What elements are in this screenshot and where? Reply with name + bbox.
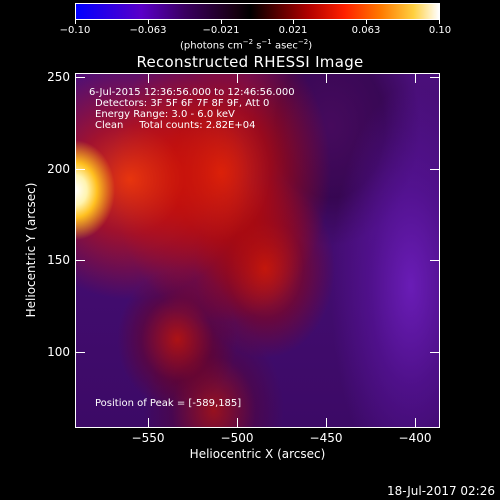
colorbar-tick — [293, 20, 294, 24]
colorbar-tick-label: −0.063 — [129, 25, 167, 36]
colorbar-tick — [439, 20, 440, 24]
colorbar-tick — [366, 20, 367, 24]
generation-timestamp: 18-Jul-2017 02:26 — [386, 484, 495, 498]
colorbar-tick — [221, 20, 222, 24]
y-tick — [75, 352, 85, 353]
colorbar-gradient — [75, 3, 440, 20]
x-tick-label: −500 — [220, 431, 254, 445]
x-tick — [237, 73, 238, 83]
plot-frame — [75, 73, 440, 428]
x-tick-label: −400 — [398, 431, 432, 445]
peak-position: Position of Peak = [-589,185] — [95, 398, 242, 409]
y-tick — [75, 169, 85, 170]
x-axis-title: Heliocentric X (arcsec) — [189, 447, 326, 461]
y-tick-label: 100 — [47, 345, 70, 359]
y-tick — [430, 169, 440, 170]
colorbar-units: (photons cm−2 s−1 asec−2) — [180, 38, 313, 52]
plot-title: Reconstructed RHESSI Image — [136, 53, 364, 71]
x-tick — [415, 73, 416, 83]
y-tick — [430, 77, 440, 78]
rhessi-image: 6-Jul-2015 12:36:56.000 to 12:46:56.000 … — [75, 73, 440, 428]
colorbar-tick-label: 0.10 — [428, 25, 452, 36]
x-tick — [148, 418, 149, 428]
colorbar-tick — [75, 20, 76, 24]
x-tick — [326, 73, 327, 83]
y-axis-title: Heliocentric Y (arcsec) — [24, 182, 38, 318]
colorbar-tick-label: −0.021 — [202, 25, 240, 36]
colorbar — [75, 3, 440, 24]
y-tick — [430, 352, 440, 353]
info-energy-range: Energy Range: 3.0 - 6.0 keV — [95, 109, 235, 120]
y-tick-label: 150 — [47, 253, 70, 267]
y-tick — [75, 77, 85, 78]
colorbar-tick-label: 0.063 — [351, 25, 381, 36]
y-tick — [430, 260, 440, 261]
info-time-range: 6-Jul-2015 12:36:56.000 to 12:46:56.000 — [89, 87, 295, 98]
info-clean-counts: Clean Total counts: 2.82E+04 — [95, 120, 256, 131]
x-tick — [237, 418, 238, 428]
x-tick — [326, 418, 327, 428]
colorbar-tick-label: −0.10 — [59, 25, 91, 36]
x-tick-label: −450 — [309, 431, 343, 445]
x-tick — [415, 418, 416, 428]
colorbar-tick-label: 0.021 — [278, 25, 308, 36]
x-tick-label: −550 — [131, 431, 165, 445]
y-tick-label: 200 — [47, 162, 70, 176]
info-detectors: Detectors: 3F 5F 6F 7F 8F 9F, Att 0 — [95, 98, 270, 109]
y-tick — [75, 260, 85, 261]
colorbar-tick — [148, 20, 149, 24]
x-tick — [148, 73, 149, 83]
y-tick-label: 250 — [47, 70, 70, 84]
